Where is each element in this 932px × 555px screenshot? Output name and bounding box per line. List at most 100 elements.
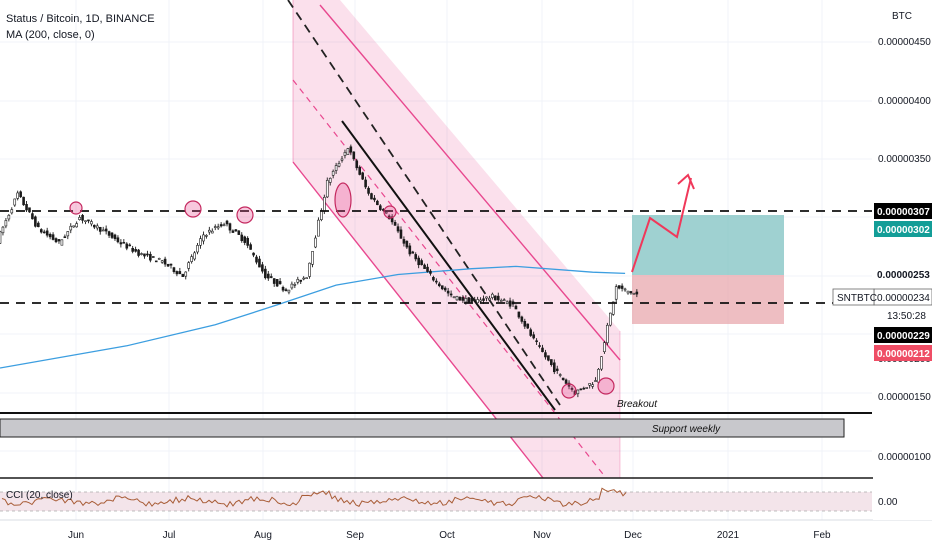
stop-zone[interactable] — [632, 275, 784, 324]
candle-body — [443, 287, 447, 291]
candle-body — [529, 329, 533, 336]
candle-body — [252, 252, 255, 256]
price-tick: 0.00000450 — [878, 37, 931, 48]
candle-body — [399, 229, 403, 239]
cci-tick: 0.00 — [878, 497, 898, 508]
candle-body — [57, 239, 61, 242]
candle-body — [449, 293, 453, 296]
candle-body — [384, 211, 388, 214]
candle-body — [535, 340, 538, 343]
candle-body — [51, 234, 55, 240]
candle-body — [358, 166, 361, 175]
candle-body — [116, 237, 120, 243]
candle-body — [1, 226, 5, 234]
candle-body — [31, 213, 34, 220]
support-weekly-box[interactable] — [0, 418, 845, 438]
candle-body — [287, 289, 291, 293]
candle-body — [564, 379, 568, 384]
candle-body — [128, 244, 132, 247]
candle-body — [458, 296, 462, 301]
candle-body — [93, 224, 96, 228]
candle-body — [411, 251, 415, 254]
candle-body — [452, 296, 456, 299]
time-label: Jun — [68, 530, 84, 541]
candle-body — [42, 231, 46, 234]
candle-body — [446, 290, 450, 294]
candle-body — [505, 301, 509, 305]
candle-body — [379, 205, 382, 210]
symbol-title[interactable]: Status / Bitcoin, 1D, BINANCE — [6, 13, 155, 25]
stop-price-text: 0.00000212 — [877, 349, 930, 360]
candle-body — [323, 197, 326, 212]
candle-body — [464, 298, 468, 303]
breakout-label: Breakout — [617, 399, 658, 410]
candle-body — [284, 289, 288, 291]
candle-body — [476, 299, 479, 304]
price-axis[interactable] — [873, 0, 932, 520]
last-price-text: 0.00000234 — [877, 293, 930, 304]
candle-body — [552, 362, 556, 373]
candle-body — [25, 204, 28, 211]
candle-body — [275, 279, 279, 287]
candle-body — [216, 226, 220, 229]
target-zone[interactable] — [632, 215, 784, 275]
candle-body — [547, 355, 550, 361]
candle-body — [231, 230, 235, 233]
candle-body — [78, 217, 81, 220]
cci-line — [1, 487, 627, 508]
candle-body — [45, 230, 49, 236]
candle-body — [16, 192, 19, 199]
candle-body — [340, 158, 344, 161]
highlight-circles — [69, 182, 615, 399]
candle-body — [508, 300, 512, 307]
candle-body — [255, 256, 258, 263]
candle-body — [526, 323, 530, 329]
candle-body — [4, 220, 8, 227]
candle-body — [632, 292, 636, 295]
candle-body — [408, 245, 412, 255]
candle-body — [119, 242, 123, 245]
candle-body — [311, 251, 314, 265]
candle-body — [594, 380, 597, 382]
candle-body — [157, 258, 161, 260]
candle-body — [149, 253, 152, 261]
candle-body — [95, 225, 99, 229]
candle-body — [576, 389, 580, 395]
candle-body — [550, 359, 553, 366]
candle-body — [623, 288, 627, 291]
candle-body — [606, 324, 609, 344]
trend-solid-line — [341, 120, 556, 411]
candle-body — [588, 383, 591, 386]
entry-price-text: 0.00000253 — [877, 270, 930, 281]
target-price-text: 0.00000302 — [877, 225, 930, 236]
cci-label[interactable]: CCI (20, close) — [6, 490, 73, 501]
ma-indicator-label[interactable]: MA (200, close, 0) — [6, 29, 95, 41]
candle-body — [597, 368, 600, 383]
candle-body — [523, 320, 527, 327]
candle-body — [34, 216, 37, 227]
candle-body — [494, 295, 497, 301]
currency-label: BTC — [892, 11, 912, 22]
candle-body — [290, 283, 294, 289]
candle-body — [69, 225, 73, 231]
candle-body — [184, 271, 188, 277]
candle-body — [272, 278, 276, 284]
candle-body — [491, 293, 494, 298]
time-axis[interactable]: Jun Jul Aug Sep Oct Nov Dec 2021 Feb — [68, 530, 831, 541]
support-weekly-label: Support weekly — [652, 424, 721, 435]
resistance-price-tag — [874, 203, 932, 219]
candle-body — [343, 152, 347, 156]
candle-body — [317, 219, 320, 237]
channel-upper-line — [319, 4, 621, 361]
circle-marker — [236, 206, 254, 224]
candle-body — [334, 165, 338, 171]
trend-dashed-line — [287, 0, 561, 406]
candle-body — [199, 238, 202, 246]
candle-body — [473, 299, 476, 301]
candle-body — [305, 277, 308, 280]
candle-body — [0, 231, 2, 244]
cci-band — [0, 492, 872, 511]
circle-marker — [561, 383, 577, 399]
